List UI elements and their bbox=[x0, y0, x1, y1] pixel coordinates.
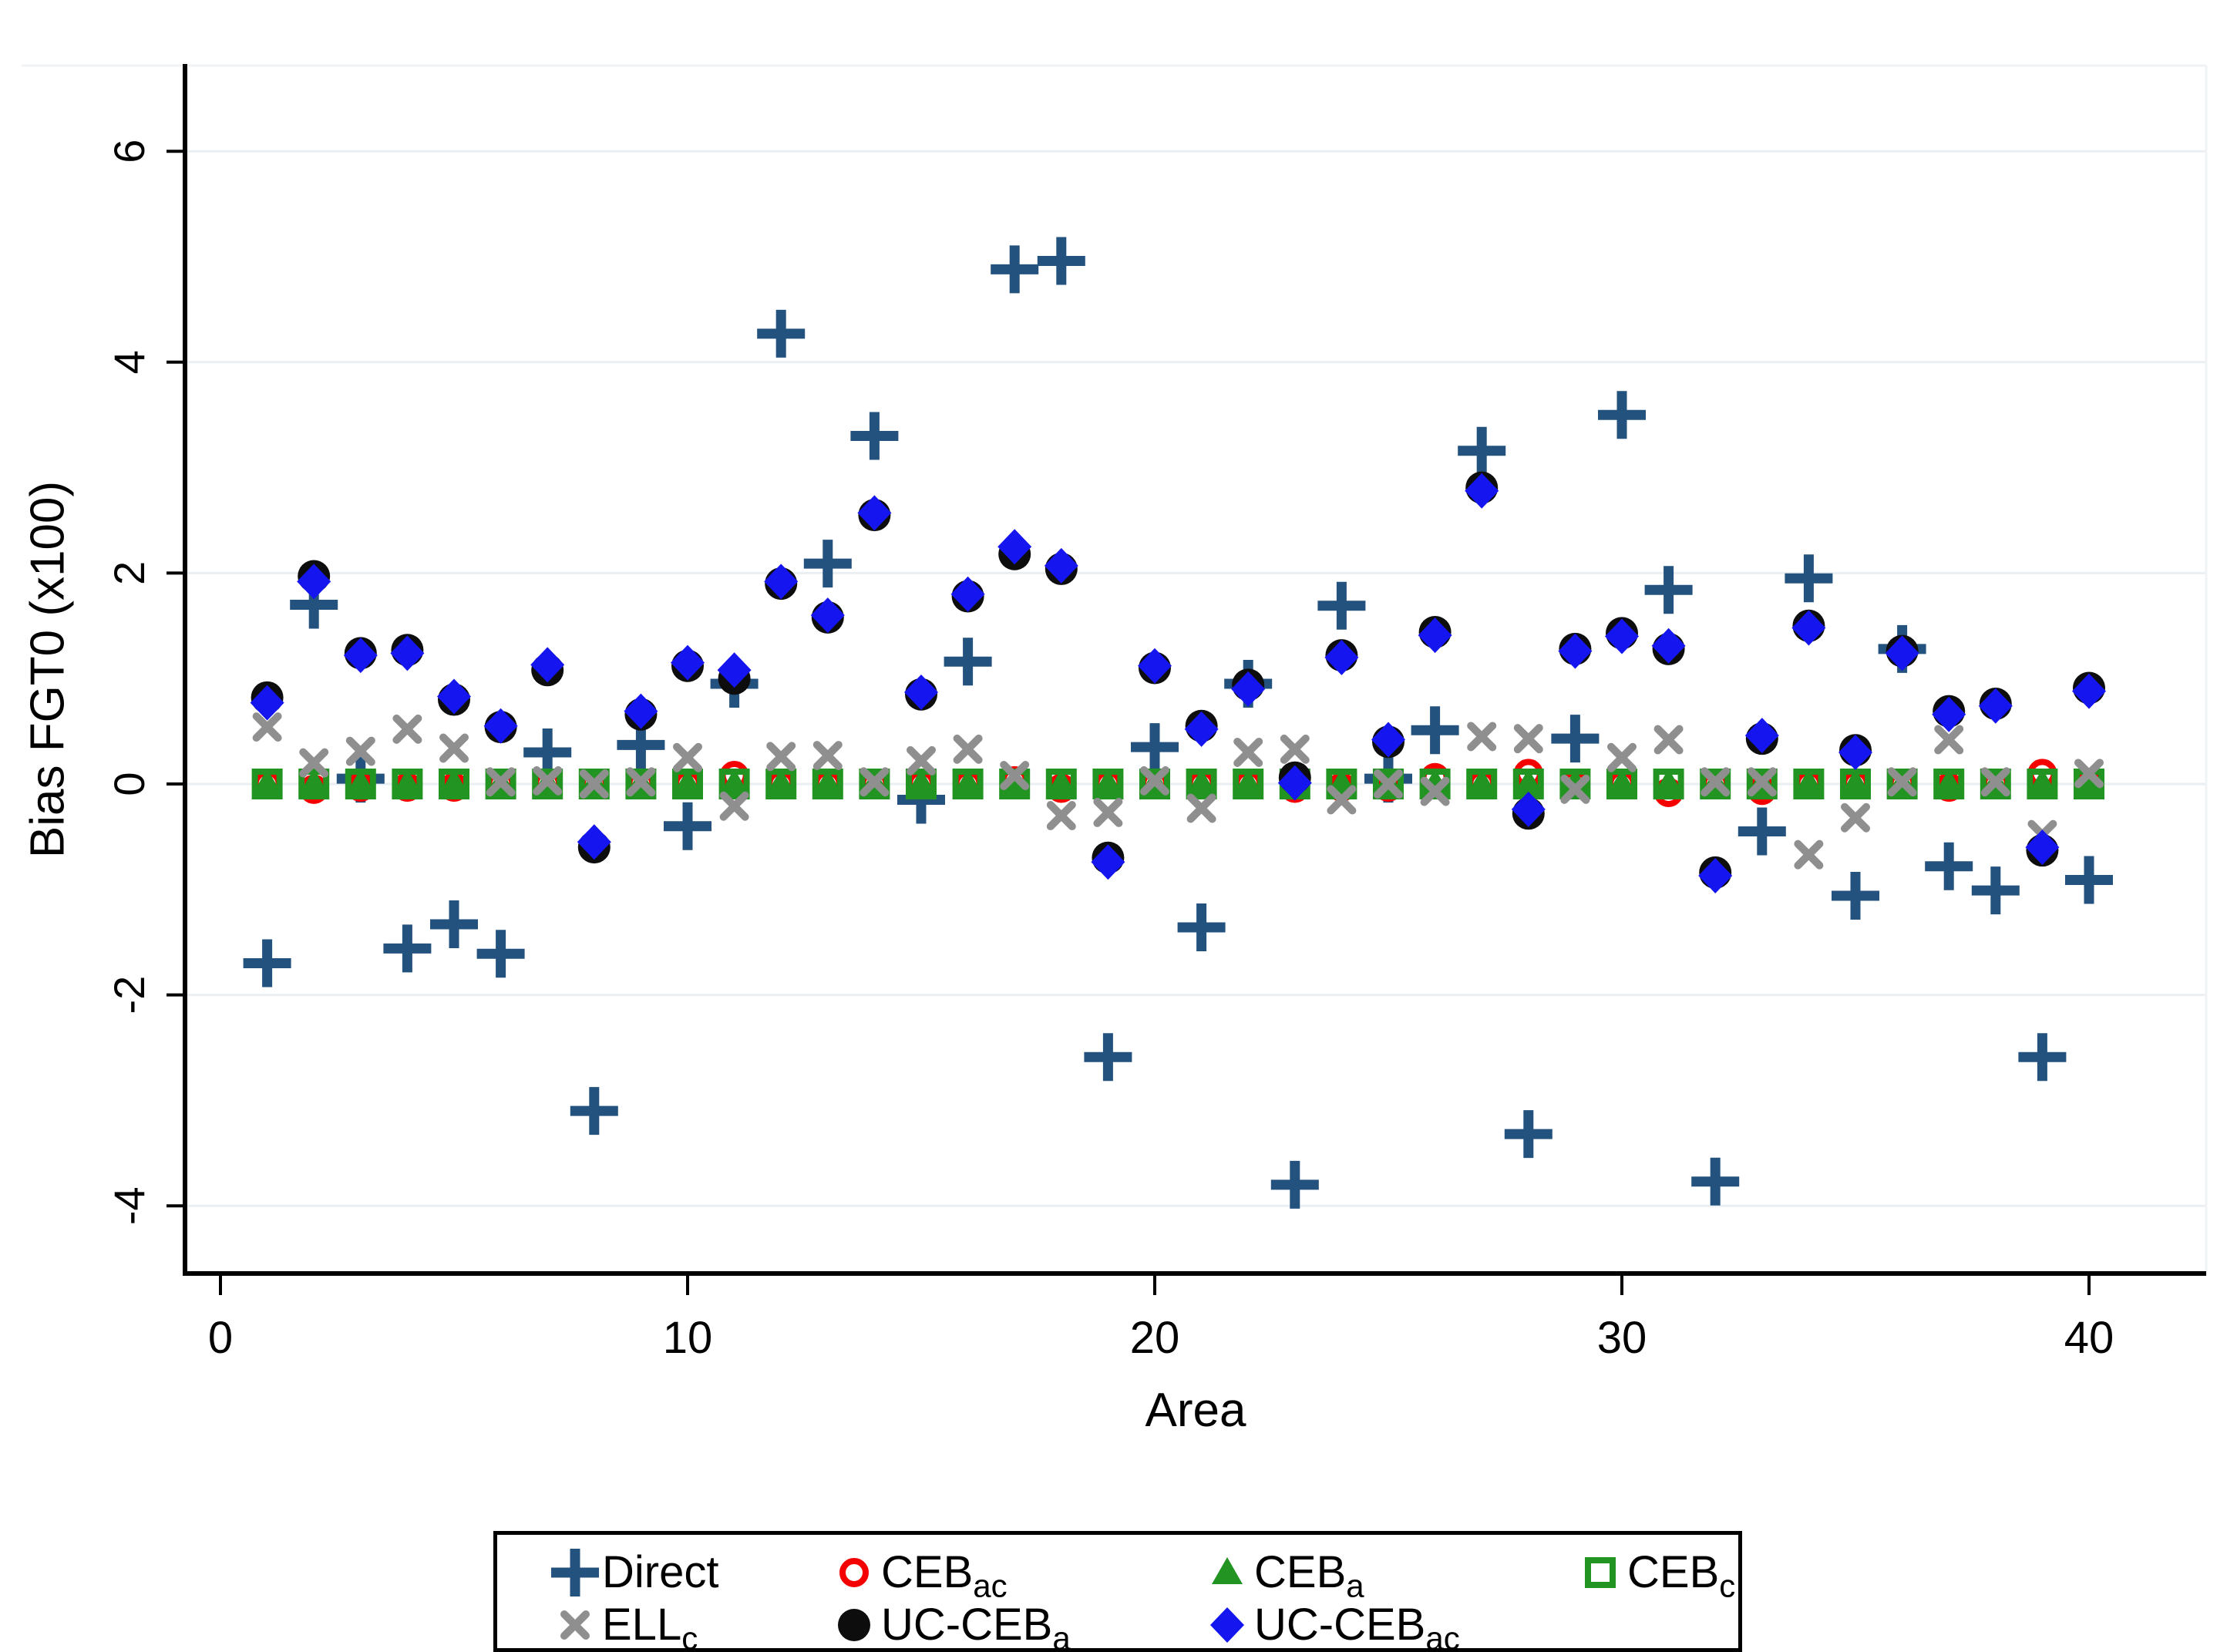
plus-marker-icon bbox=[548, 1546, 602, 1600]
legend-label-ceb-c: CEBc bbox=[1627, 1547, 1736, 1604]
svg-text:0: 0 bbox=[105, 772, 153, 796]
legend-item-ceb-ac: CEBac bbox=[827, 1546, 1008, 1604]
svg-text:2: 2 bbox=[105, 561, 153, 585]
open-circle-marker-icon bbox=[827, 1546, 881, 1600]
svg-text:40: 40 bbox=[2064, 1313, 2114, 1363]
legend: Direct CEBac CEBa CEBc ELLc UC-CEBa UC-C… bbox=[493, 1531, 1742, 1652]
legend-item-uc-ceb-ac: UC-CEBac bbox=[1200, 1598, 1460, 1652]
diamond-marker-icon bbox=[1200, 1598, 1254, 1652]
legend-item-ceb-a: CEBa bbox=[1200, 1546, 1364, 1604]
svg-text:4: 4 bbox=[105, 350, 153, 374]
legend-label-uc-ceb-a: UC-CEBa bbox=[881, 1600, 1071, 1652]
triangle-marker-icon bbox=[1200, 1546, 1254, 1600]
gridlines bbox=[22, 64, 2208, 1273]
legend-item-direct: Direct bbox=[548, 1546, 718, 1600]
svg-text:6: 6 bbox=[105, 140, 153, 163]
legend-label-direct: Direct bbox=[602, 1547, 719, 1597]
svg-text:10: 10 bbox=[663, 1313, 713, 1363]
legend-item-ell-c: ELLc bbox=[548, 1598, 698, 1652]
svg-text:-4: -4 bbox=[105, 1186, 153, 1225]
legend-item-uc-ceb-a: UC-CEBa bbox=[827, 1598, 1071, 1652]
svg-text:0: 0 bbox=[208, 1313, 233, 1363]
legend-label-uc-ceb-ac: UC-CEBac bbox=[1254, 1600, 1460, 1652]
svg-text:-2: -2 bbox=[105, 976, 153, 1014]
legend-item-ceb-c: CEBc bbox=[1573, 1546, 1736, 1604]
legend-label-ell-c: ELLc bbox=[602, 1600, 698, 1652]
svg-text:30: 30 bbox=[1597, 1313, 1647, 1363]
open-square-marker-icon bbox=[1573, 1546, 1627, 1600]
legend-label-ceb-ac: CEBac bbox=[881, 1547, 1008, 1604]
svg-text:20: 20 bbox=[1130, 1313, 1180, 1363]
axes bbox=[167, 64, 2206, 1295]
y-axis-title: Bias FGT0 (x100) bbox=[21, 481, 74, 858]
x-axis-title: Area bbox=[1145, 1384, 1246, 1437]
x-marker-icon bbox=[548, 1598, 602, 1652]
data-points bbox=[243, 237, 2113, 1209]
legend-label-ceb-a: CEBa bbox=[1254, 1547, 1364, 1604]
filled-circle-marker-icon bbox=[827, 1598, 881, 1652]
